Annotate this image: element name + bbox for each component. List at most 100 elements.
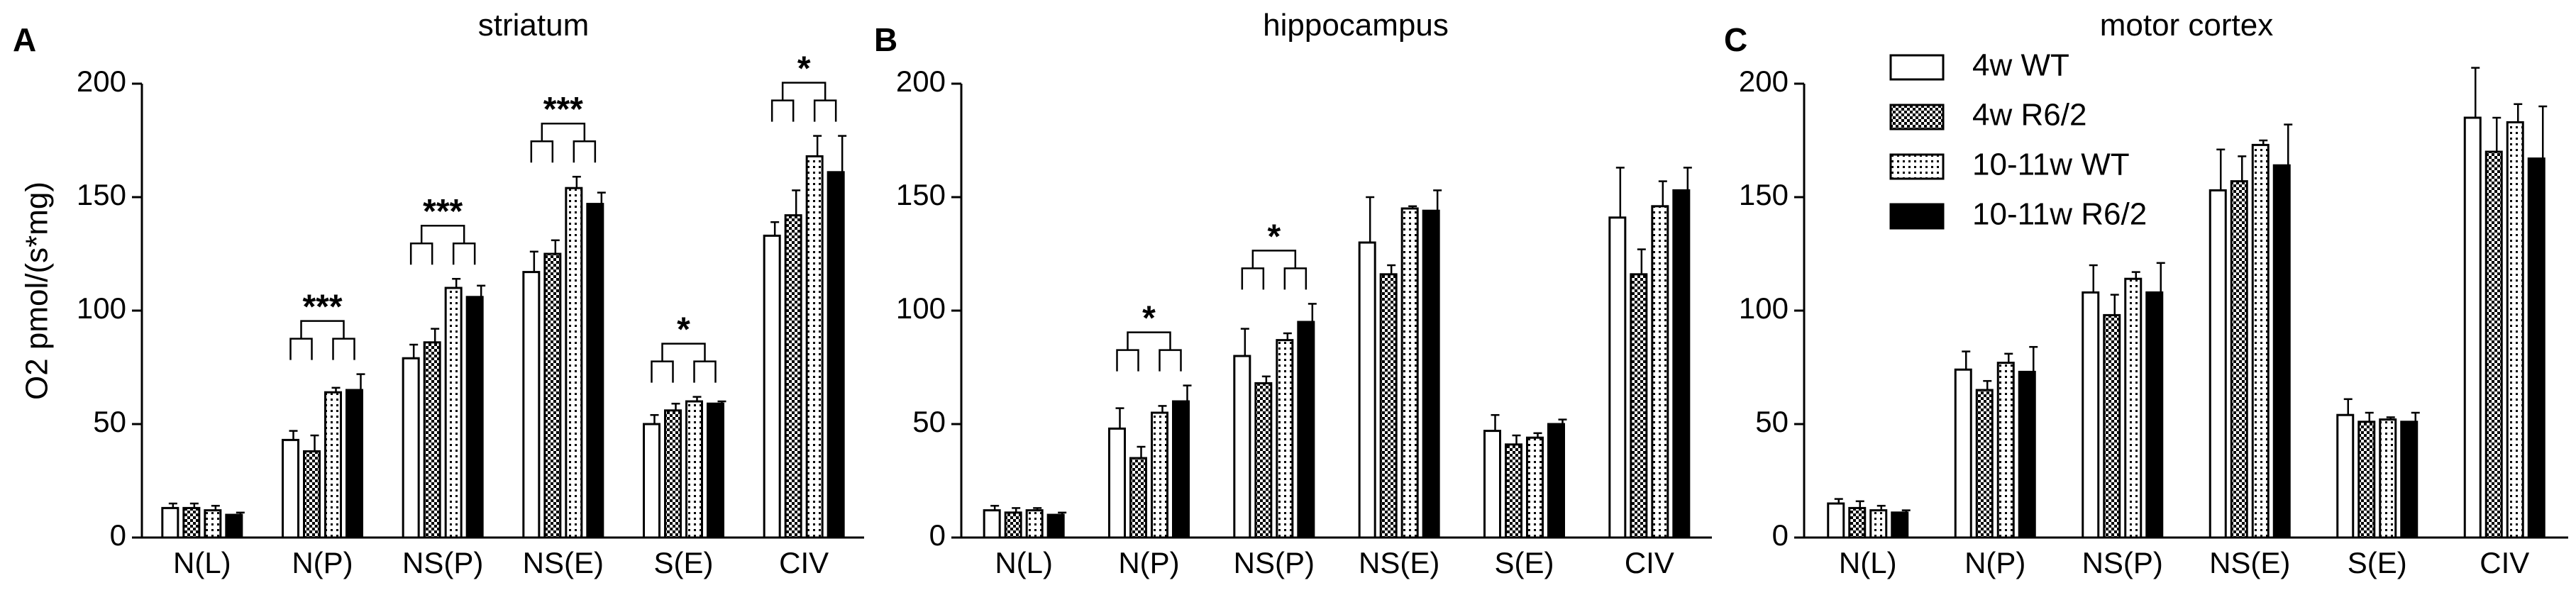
bar-civ-10-11w-r6-2 bbox=[827, 171, 845, 539]
panel-title: hippocampus bbox=[1263, 8, 1449, 43]
bar-ns-e-10-11w-wt bbox=[1400, 207, 1419, 539]
bar-ns-e-10-11w-r6-2 bbox=[1422, 209, 1440, 539]
significance-label: * bbox=[1267, 218, 1281, 255]
y-tick-label: 50 bbox=[93, 405, 126, 438]
bar-s-e-4w-r6-2 bbox=[2357, 421, 2376, 539]
bar-civ-4w-wt bbox=[1608, 216, 1627, 539]
significance-label: * bbox=[677, 311, 690, 349]
significance-bracket-upper bbox=[1251, 250, 1297, 269]
y-tick-label: 100 bbox=[896, 291, 946, 325]
x-tick-label: S(E) bbox=[654, 546, 714, 579]
y-tick-label: 200 bbox=[1739, 65, 1789, 98]
bar-civ-4w-r6-2 bbox=[2484, 150, 2503, 539]
bar-s-e-4w-r6-2 bbox=[664, 409, 682, 539]
x-tick-label: N(P) bbox=[1964, 546, 2025, 579]
bar-s-e-10-11w-wt bbox=[685, 400, 703, 539]
significance-bracket-lower bbox=[651, 360, 717, 383]
bar-ns-p-10-11w-r6-2 bbox=[1297, 321, 1315, 539]
x-tick-label: NS(P) bbox=[2082, 546, 2163, 579]
y-tick-label: 0 bbox=[929, 518, 946, 552]
bar-ns-p-4w-wt bbox=[1233, 355, 1251, 539]
legend-swatch-4w-r6-2 bbox=[1889, 104, 1945, 130]
bar-n-l-4w-r6-2 bbox=[1004, 511, 1022, 539]
significance-label: * bbox=[797, 50, 811, 88]
significance-bracket-lower bbox=[409, 242, 476, 265]
bar-civ-10-11w-wt bbox=[2506, 121, 2524, 539]
x-tick-label: NS(E) bbox=[523, 546, 604, 579]
bar-n-p-4w-r6-2 bbox=[303, 450, 321, 539]
bar-ns-p-10-11w-wt bbox=[444, 286, 463, 539]
panel-letter: C bbox=[1724, 21, 1747, 58]
bar-n-l-4w-wt bbox=[1827, 502, 1845, 539]
significance-label: *** bbox=[543, 91, 583, 128]
x-tick-label: NS(E) bbox=[1359, 546, 1439, 579]
panel-letter: B bbox=[874, 21, 897, 58]
legend-swatch-4w-wt bbox=[1889, 54, 1945, 81]
bar-n-l-10-11w-wt bbox=[1869, 509, 1888, 539]
significance-bracket-upper bbox=[661, 343, 706, 362]
bar-ns-e-10-11w-r6-2 bbox=[586, 203, 604, 539]
bar-n-l-4w-wt bbox=[161, 506, 179, 539]
x-tick-label: S(E) bbox=[2348, 546, 2407, 579]
bar-ns-e-10-11w-wt bbox=[2251, 143, 2270, 539]
bar-s-e-10-11w-r6-2 bbox=[1547, 423, 1565, 539]
y-tick-label: 150 bbox=[77, 178, 126, 211]
x-tick-label: N(P) bbox=[1118, 546, 1179, 579]
y-tick-label: 50 bbox=[912, 405, 946, 438]
bar-ns-p-4w-r6-2 bbox=[2103, 313, 2121, 539]
significance-bracket-upper bbox=[781, 82, 827, 101]
bar-s-e-10-11w-wt bbox=[1526, 436, 1544, 539]
legend-label: 10-11w WT bbox=[1972, 148, 2130, 182]
bar-s-e-10-11w-r6-2 bbox=[2400, 421, 2419, 539]
x-tick-label: N(P) bbox=[292, 546, 353, 579]
x-tick-label: N(L) bbox=[173, 546, 231, 579]
significance-bracket-lower bbox=[530, 140, 597, 163]
bar-n-p-10-11w-r6-2 bbox=[346, 389, 363, 539]
bar-ns-p-4w-r6-2 bbox=[1254, 382, 1273, 539]
bar-ns-e-4w-r6-2 bbox=[2230, 180, 2248, 539]
panel-title: striatum bbox=[478, 8, 589, 43]
bar-ns-p-4w-wt bbox=[2082, 291, 2100, 539]
x-tick-label: S(E) bbox=[1495, 546, 1554, 579]
bar-ns-e-4w-wt bbox=[1358, 241, 1376, 539]
legend-label: 4w WT bbox=[1972, 48, 2069, 83]
bar-civ-4w-wt bbox=[763, 234, 781, 539]
bar-n-p-4w-r6-2 bbox=[1129, 457, 1147, 539]
bar-n-p-4w-wt bbox=[282, 438, 299, 539]
panel-title: motor cortex bbox=[2100, 8, 2274, 43]
bar-ns-p-4w-r6-2 bbox=[423, 341, 441, 539]
bar-ns-p-10-11w-r6-2 bbox=[465, 296, 484, 539]
bar-ns-p-4w-wt bbox=[402, 357, 420, 539]
bar-s-e-10-11w-r6-2 bbox=[707, 402, 724, 539]
bar-s-e-4w-wt bbox=[1483, 430, 1501, 539]
bar-n-l-4w-r6-2 bbox=[1848, 506, 1867, 539]
bar-n-p-10-11w-r6-2 bbox=[1172, 400, 1190, 539]
bar-ns-e-4w-r6-2 bbox=[1379, 273, 1398, 539]
x-tick-label: NS(P) bbox=[402, 546, 483, 579]
bar-civ-4w-wt bbox=[2463, 116, 2482, 539]
bar-ns-e-4w-wt bbox=[2209, 189, 2227, 539]
y-tick-label: 0 bbox=[110, 518, 126, 552]
significance-bracket-upper bbox=[420, 224, 465, 244]
bar-n-l-10-11w-wt bbox=[204, 509, 222, 539]
x-tick-label: NS(E) bbox=[2209, 546, 2290, 579]
bar-ns-e-4w-r6-2 bbox=[543, 252, 562, 539]
bar-n-p-4w-wt bbox=[1954, 368, 1972, 539]
bar-ns-e-10-11w-wt bbox=[565, 187, 583, 539]
y-tick-label: 50 bbox=[1755, 405, 1789, 438]
bar-s-e-10-11w-wt bbox=[2379, 418, 2397, 539]
significance-bracket-upper bbox=[300, 320, 345, 339]
bar-civ-10-11w-r6-2 bbox=[2527, 157, 2545, 539]
significance-bracket-lower bbox=[770, 99, 837, 122]
bar-n-p-4w-r6-2 bbox=[1975, 389, 1994, 539]
bar-s-e-4w-r6-2 bbox=[1505, 443, 1522, 539]
significance-bracket-lower bbox=[1241, 267, 1308, 290]
bar-civ-10-11w-r6-2 bbox=[1672, 189, 1691, 539]
y-axis-label: O2 pmol/(s*mg) bbox=[20, 182, 55, 400]
bar-n-l-4w-wt bbox=[983, 509, 1001, 539]
bar-n-l-4w-r6-2 bbox=[182, 506, 201, 539]
legend-label: 10-11w R6/2 bbox=[1972, 197, 2147, 232]
y-tick-label: 100 bbox=[1739, 291, 1789, 325]
significance-bracket-lower bbox=[289, 338, 355, 360]
